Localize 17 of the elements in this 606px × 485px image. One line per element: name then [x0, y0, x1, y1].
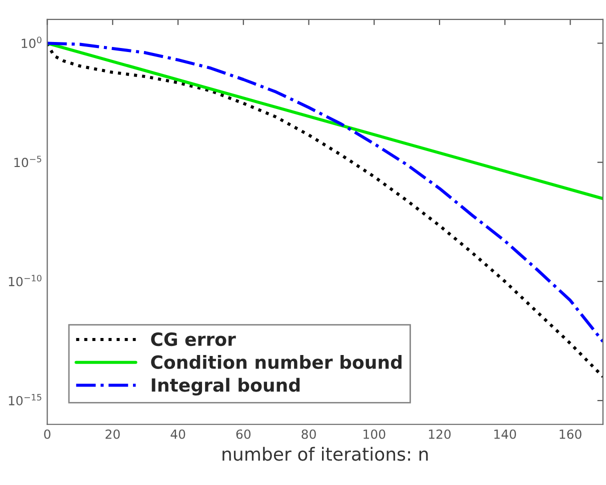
y-tick-label: 10$^{−10}$ [8, 274, 42, 286]
x-tick-label: 140 [494, 429, 516, 439]
legend-label: Condition number bound [151, 354, 402, 369]
x-tick-label: 80 [302, 429, 316, 439]
legend-label: Integral bound [152, 378, 300, 396]
x-tick-label: 120 [428, 429, 451, 439]
x-tick-label: 160 [560, 429, 582, 439]
x-tick-label: 40 [170, 429, 186, 439]
x-tick-label: 60 [236, 429, 251, 439]
x-tick-label: 20 [106, 429, 120, 439]
y-tick-label: 10$^{−5}$ [14, 156, 42, 168]
legend-label: CG error [151, 332, 236, 346]
x-tick-label: 0 [44, 429, 50, 439]
x-tick-label: 100 [364, 429, 386, 439]
y-tick-label: 10$^{−15}$ [8, 394, 42, 406]
x-axis-title: number of iterations: n [222, 446, 428, 461]
y-tick-label: 10$^{0}$ [22, 36, 42, 48]
